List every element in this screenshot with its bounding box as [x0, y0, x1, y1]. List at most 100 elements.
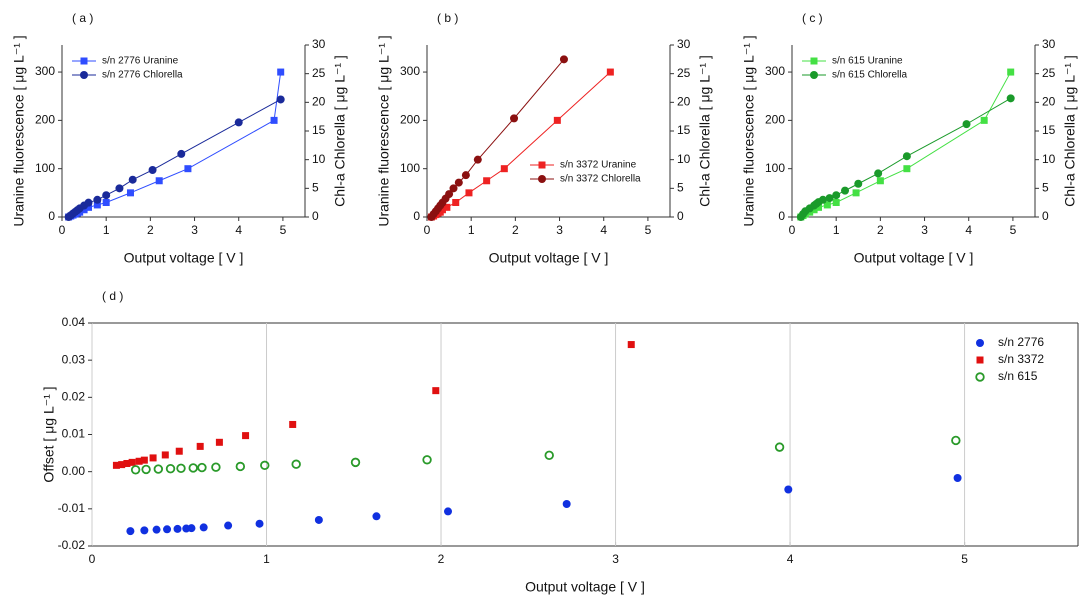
legend-marker — [976, 356, 984, 364]
legend-label: s/n 3372 — [998, 352, 1044, 366]
marker — [152, 525, 161, 534]
marker — [449, 184, 458, 193]
marker — [84, 198, 93, 207]
marker — [832, 191, 841, 200]
x-tick-label: 0 — [789, 223, 796, 237]
marker — [235, 461, 246, 472]
y2-tick-label: 25 — [1042, 66, 1056, 80]
marker — [177, 149, 186, 158]
y2-tick-label: 30 — [312, 37, 326, 51]
marker — [832, 199, 840, 207]
y2-tick-label: 25 — [312, 66, 326, 80]
x-axis-label: Output voltage [ V ] — [124, 250, 244, 266]
marker — [902, 152, 911, 161]
x-axis-label: Output voltage [ V ] — [489, 250, 609, 266]
y-tick-label: 0.00 — [62, 464, 86, 478]
x-tick-label: 2 — [147, 223, 154, 237]
y2-tick-label: 0 — [312, 209, 319, 223]
x-tick-label: 4 — [235, 223, 242, 237]
marker — [510, 114, 519, 123]
y-tick-label: 0 — [48, 209, 55, 223]
marker — [372, 512, 381, 521]
y2-axis-label: Chl-a Chlorella [ μg L⁻¹ ] — [697, 55, 713, 207]
marker — [188, 463, 198, 473]
y-tick-label: 200 — [765, 113, 785, 127]
legend-marker — [975, 372, 985, 382]
marker — [559, 55, 568, 64]
marker — [153, 464, 164, 474]
marker — [903, 165, 911, 173]
y-tick-label: -0.01 — [58, 501, 86, 515]
marker — [980, 116, 988, 124]
marker — [444, 507, 453, 516]
y-axis-label: Uranine fluorescence [ μg L⁻¹ ] — [11, 35, 27, 226]
y2-tick-label: 15 — [1042, 123, 1056, 137]
marker — [438, 206, 446, 214]
marker — [500, 165, 508, 173]
y-tick-label: 0.03 — [62, 352, 86, 366]
marker — [443, 203, 451, 211]
y2-tick-label: 10 — [677, 152, 691, 166]
y-axis-label: Uranine fluorescence [ μg L⁻¹ ] — [376, 35, 392, 226]
legend-label: s/n 3372 Chlorella — [560, 174, 641, 185]
marker — [452, 199, 460, 207]
panel-title: ( a ) — [72, 11, 93, 25]
marker — [148, 165, 157, 174]
marker — [854, 179, 863, 188]
marker — [473, 155, 482, 164]
marker — [314, 515, 323, 524]
legend-marker — [810, 57, 818, 65]
marker — [93, 201, 101, 209]
marker — [140, 526, 149, 535]
marker — [422, 455, 432, 465]
x-tick-label: 4 — [600, 223, 607, 237]
marker — [102, 199, 110, 207]
marker — [276, 95, 285, 104]
y-tick-label: 100 — [400, 161, 420, 175]
marker — [483, 177, 491, 185]
marker — [197, 462, 207, 473]
y2-tick-label: 30 — [677, 37, 691, 51]
marker — [606, 68, 614, 76]
marker — [876, 177, 884, 185]
x-tick-label: 0 — [424, 223, 431, 237]
marker — [93, 195, 102, 204]
x-tick-label: 5 — [280, 223, 287, 237]
marker — [291, 459, 301, 469]
y-axis-label: Uranine fluorescence [ μg L⁻¹ ] — [741, 35, 757, 226]
marker — [774, 442, 785, 452]
marker — [141, 464, 151, 475]
marker — [818, 195, 827, 204]
legend-marker — [538, 161, 546, 169]
marker — [825, 194, 834, 203]
x-tick-label: 3 — [612, 552, 619, 566]
marker — [951, 435, 961, 446]
x-tick-label: 1 — [468, 223, 475, 237]
marker — [115, 184, 124, 193]
marker — [215, 438, 223, 446]
y-tick-label: 300 — [765, 64, 785, 78]
marker — [270, 116, 278, 124]
x-axis-label: Output voltage [ V ] — [854, 250, 974, 266]
y-tick-label: 0.04 — [62, 315, 86, 329]
marker — [184, 165, 192, 173]
x-tick-label: 5 — [961, 552, 968, 566]
marker — [350, 457, 361, 468]
y2-axis-label: Chl-a Chlorella [ μg L⁻¹ ] — [332, 55, 348, 207]
series-line — [68, 71, 282, 218]
marker — [85, 203, 93, 211]
marker — [175, 447, 183, 455]
marker — [962, 120, 971, 129]
y2-tick-label: 20 — [1042, 95, 1056, 109]
marker — [140, 456, 148, 464]
marker — [80, 206, 88, 214]
y2-tick-label: 10 — [1042, 152, 1056, 166]
marker — [784, 485, 793, 494]
y2-tick-label: 25 — [677, 66, 691, 80]
marker — [224, 521, 233, 530]
panel-title: ( c ) — [802, 11, 823, 25]
legend-label: s/n 615 — [998, 369, 1038, 383]
marker — [260, 460, 270, 471]
marker — [123, 459, 131, 467]
